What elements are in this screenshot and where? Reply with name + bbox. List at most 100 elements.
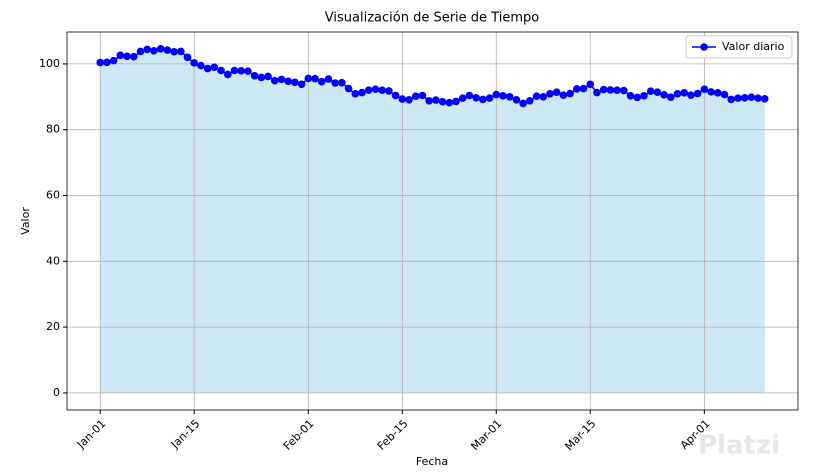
point — [304, 74, 313, 83]
legend-box — [685, 35, 793, 59]
point — [143, 45, 152, 54]
point — [539, 93, 548, 101]
point — [223, 70, 232, 79]
y-tick-label: 0 — [53, 386, 60, 399]
point — [257, 73, 266, 82]
point — [210, 63, 219, 72]
point — [96, 58, 105, 67]
point — [700, 85, 709, 94]
point — [371, 85, 380, 94]
point — [150, 46, 158, 55]
point — [183, 53, 192, 62]
point — [250, 71, 259, 80]
point — [552, 88, 561, 97]
point — [170, 47, 178, 56]
watermark: Platzi — [698, 431, 780, 461]
point — [720, 90, 729, 99]
point — [163, 46, 172, 54]
point — [479, 95, 487, 104]
point — [458, 94, 467, 102]
point — [673, 90, 682, 98]
point — [297, 80, 306, 89]
point — [693, 89, 702, 98]
point — [606, 86, 615, 94]
point — [559, 91, 568, 99]
point — [546, 90, 554, 98]
point — [740, 93, 749, 102]
point — [593, 88, 601, 97]
point — [217, 66, 225, 75]
point — [754, 94, 762, 102]
point — [526, 96, 534, 105]
point — [190, 59, 199, 67]
point — [505, 93, 514, 101]
point — [599, 85, 608, 94]
point — [338, 78, 346, 87]
point — [566, 89, 574, 98]
point — [586, 80, 595, 89]
point — [156, 44, 165, 53]
point — [747, 93, 756, 101]
point — [277, 75, 286, 84]
point — [727, 95, 736, 104]
chart-title: Visualización de Serie de Tiempo — [325, 11, 539, 26]
point — [398, 95, 407, 103]
plot-frame — [66, 31, 799, 411]
point — [438, 97, 447, 106]
point — [317, 77, 326, 86]
point — [351, 90, 360, 98]
point — [532, 92, 541, 100]
point — [633, 93, 642, 102]
point — [405, 95, 413, 104]
point — [485, 94, 494, 102]
point — [626, 92, 635, 100]
point — [116, 51, 125, 60]
legend-label: Valor diario — [722, 40, 785, 53]
point — [103, 58, 111, 67]
y-tick-label: 40 — [46, 254, 60, 267]
point — [499, 92, 507, 100]
x-tick-label: Jan-15 — [168, 417, 203, 452]
point — [203, 64, 212, 73]
point — [358, 88, 366, 97]
y-tick-label: 80 — [46, 123, 60, 136]
point — [129, 52, 138, 61]
point — [344, 84, 353, 93]
point — [707, 88, 715, 96]
point — [230, 66, 239, 75]
point — [613, 86, 621, 95]
x-tick-label: Jan-01 — [74, 417, 109, 452]
point — [646, 87, 655, 96]
point — [452, 97, 460, 106]
point — [385, 87, 393, 95]
point — [680, 89, 689, 97]
point — [270, 76, 279, 85]
point — [445, 98, 454, 107]
point — [311, 74, 319, 83]
point — [687, 91, 695, 99]
point — [291, 78, 299, 87]
point — [512, 95, 521, 104]
point — [425, 96, 433, 105]
point — [579, 84, 588, 93]
point — [519, 99, 527, 108]
y-tick-label: 60 — [46, 189, 60, 202]
x-tick-label: Feb-15 — [375, 417, 411, 453]
point — [284, 77, 292, 86]
x-tick-label: Mar-01 — [468, 417, 504, 453]
y-axis-label: Valor — [19, 207, 32, 235]
point — [197, 61, 205, 70]
area — [100, 48, 765, 393]
point — [136, 47, 145, 56]
point — [760, 94, 769, 103]
legend: Valor diario — [685, 35, 793, 59]
point — [492, 90, 501, 99]
point — [418, 91, 427, 100]
point — [734, 94, 742, 102]
point — [378, 86, 386, 95]
x-axis-label: Fecha — [416, 455, 448, 468]
x-tick-label: Mar-15 — [562, 417, 598, 453]
point — [391, 91, 400, 100]
point — [653, 88, 662, 97]
